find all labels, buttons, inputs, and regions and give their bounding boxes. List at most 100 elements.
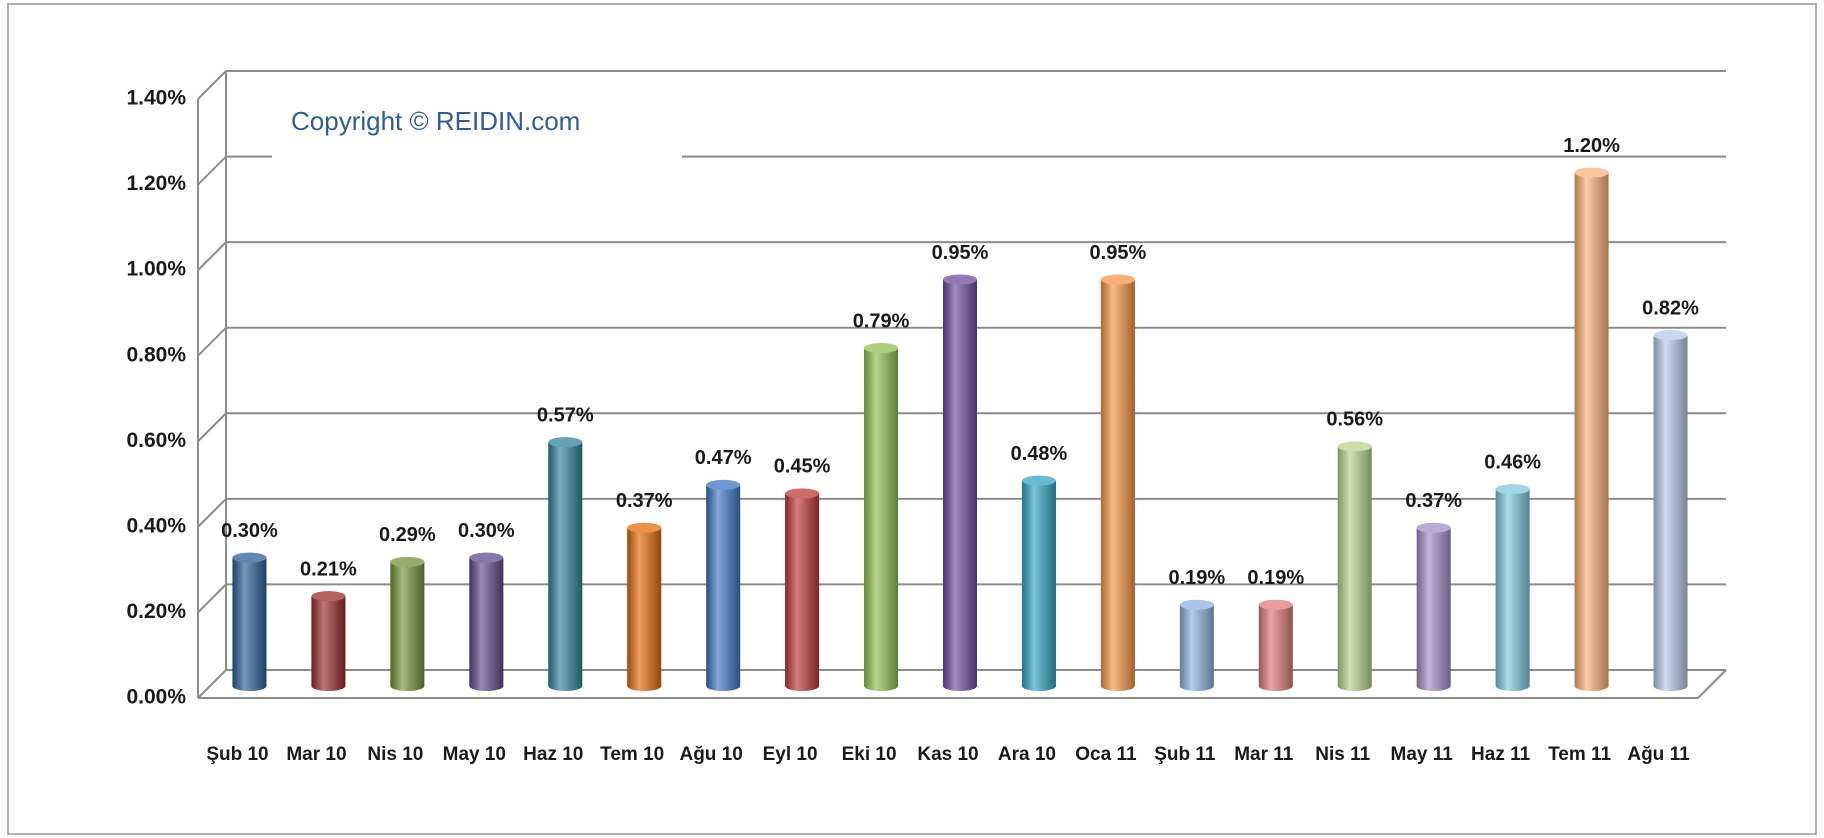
bar-top <box>1258 599 1293 610</box>
bar-top <box>469 552 504 563</box>
value-label: 0.37% <box>616 490 673 512</box>
bar-shade <box>1179 604 1214 691</box>
y-tick-label: 0.40% <box>126 514 186 537</box>
bar-shade <box>311 596 346 691</box>
x-tick-label: Haz 10 <box>523 744 583 765</box>
bar-top <box>1574 167 1609 178</box>
y-tick-label: 0.00% <box>126 686 186 709</box>
value-label: 0.79% <box>853 310 910 332</box>
bar-shade <box>1653 335 1688 691</box>
bar-shade <box>943 279 977 691</box>
bar-shade <box>1021 480 1056 691</box>
x-tick-label: Haz 11 <box>1471 744 1531 765</box>
bar-shade <box>1100 279 1135 691</box>
bar-top <box>1021 475 1056 486</box>
x-tick-label: Ağu 10 <box>679 744 742 765</box>
bar-top-highlight <box>627 522 662 533</box>
bar-shade <box>469 557 504 691</box>
value-label: 0.19% <box>1168 567 1225 589</box>
bar-shade <box>864 347 899 691</box>
value-label: 0.95% <box>1090 242 1147 264</box>
bar-top <box>864 342 899 353</box>
annotation: Copyright © REIDIN.com <box>291 106 580 136</box>
y-tick-label: 0.20% <box>126 600 186 623</box>
bar-top-highlight <box>1574 167 1609 178</box>
x-tick-label: Nis 10 <box>367 744 423 765</box>
bar-top <box>943 274 977 285</box>
y-tick-label: 0.60% <box>126 429 186 452</box>
floor-edge <box>198 669 1727 699</box>
x-tick-label: May 11 <box>1391 744 1454 765</box>
y-tick-label: 1.20% <box>126 172 186 195</box>
grid <box>197 70 1727 699</box>
x-tick-label: Şub 10 <box>206 744 268 765</box>
x-tick-label: Mar 11 <box>1234 744 1294 765</box>
value-label: 0.30% <box>458 520 515 542</box>
bar-top-highlight <box>1021 475 1056 486</box>
bar-shade <box>1258 604 1293 691</box>
bar-top <box>1495 484 1530 495</box>
bar-top <box>311 591 346 602</box>
x-tick-label: Ara 10 <box>998 744 1056 765</box>
bar-top-highlight <box>390 556 425 567</box>
value-label: 0.46% <box>1484 451 1541 473</box>
value-label: 0.47% <box>695 447 752 469</box>
value-label: 0.48% <box>1011 443 1068 465</box>
x-tick-label: Tem 10 <box>600 744 664 765</box>
x-tick-label: Şub 11 <box>1154 744 1216 765</box>
bar-shade <box>1416 527 1451 691</box>
bar-top <box>1100 274 1135 285</box>
grid-line <box>197 155 1726 186</box>
value-label: 0.95% <box>932 242 989 264</box>
bar-shade <box>1574 172 1609 692</box>
x-tick-label: Oca 11 <box>1075 744 1137 765</box>
bar-top-highlight <box>232 552 267 563</box>
annotation-backdrop <box>272 92 682 162</box>
bar-top-highlight <box>785 488 820 499</box>
bar-top-highlight <box>311 591 346 602</box>
bar-shade <box>1495 489 1530 691</box>
bar-top <box>548 437 583 448</box>
grid-line <box>197 497 1726 528</box>
value-label: 0.19% <box>1247 567 1304 589</box>
bar-top <box>232 552 267 563</box>
x-tick-label: Kas 10 <box>917 744 978 765</box>
x-tick-label: May 10 <box>443 744 506 765</box>
y-tick-label: 1.40% <box>126 87 186 110</box>
bar-top <box>1653 330 1688 341</box>
bar-top <box>785 488 820 499</box>
bar-top-highlight <box>1258 599 1293 610</box>
bar-top-highlight <box>1653 330 1688 341</box>
value-label: 0.37% <box>1405 490 1462 512</box>
bar-top <box>1179 599 1214 610</box>
grid-line <box>197 241 1726 271</box>
value-label: 1.20% <box>1563 135 1620 157</box>
grid-line <box>197 326 1726 357</box>
x-tick-label: Mar 10 <box>286 744 346 765</box>
bar-shade <box>390 561 425 691</box>
bar-top-highlight <box>943 274 977 285</box>
bar-shade <box>627 527 662 691</box>
value-label: 0.56% <box>1326 409 1383 431</box>
value-label: 0.82% <box>1642 297 1699 319</box>
grid-line <box>197 412 1726 442</box>
bar-top-highlight <box>1416 522 1451 533</box>
bar-top <box>1416 522 1451 533</box>
y-tick-label: 1.00% <box>126 258 186 281</box>
x-tick-label: Nis 11 <box>1315 744 1370 765</box>
bar-top-highlight <box>1337 441 1372 452</box>
bar-top-highlight <box>1100 274 1135 285</box>
bar-top <box>390 556 425 567</box>
value-label: 0.30% <box>221 520 278 542</box>
grid-line <box>197 583 1726 614</box>
grid-line <box>197 70 1726 100</box>
x-tick-label: Ağu 11 <box>1627 744 1690 765</box>
bar-top-highlight <box>864 342 899 353</box>
grid-line <box>197 669 1726 699</box>
bar-shade <box>706 484 741 691</box>
x-tick-label: Tem 11 <box>1548 744 1611 765</box>
x-tick-label: Eyl 10 <box>763 744 818 765</box>
bar-shade <box>548 442 583 691</box>
